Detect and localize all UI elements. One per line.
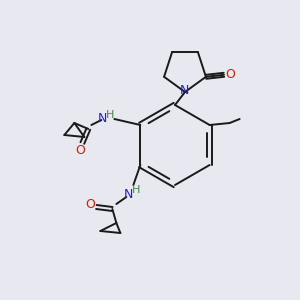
- Text: O: O: [225, 68, 235, 81]
- Text: H: H: [106, 110, 115, 120]
- Text: H: H: [132, 185, 140, 195]
- Text: O: O: [85, 199, 95, 212]
- Text: N: N: [98, 112, 107, 125]
- Text: N: N: [124, 188, 133, 200]
- Text: N: N: [179, 85, 189, 98]
- Text: O: O: [75, 143, 85, 157]
